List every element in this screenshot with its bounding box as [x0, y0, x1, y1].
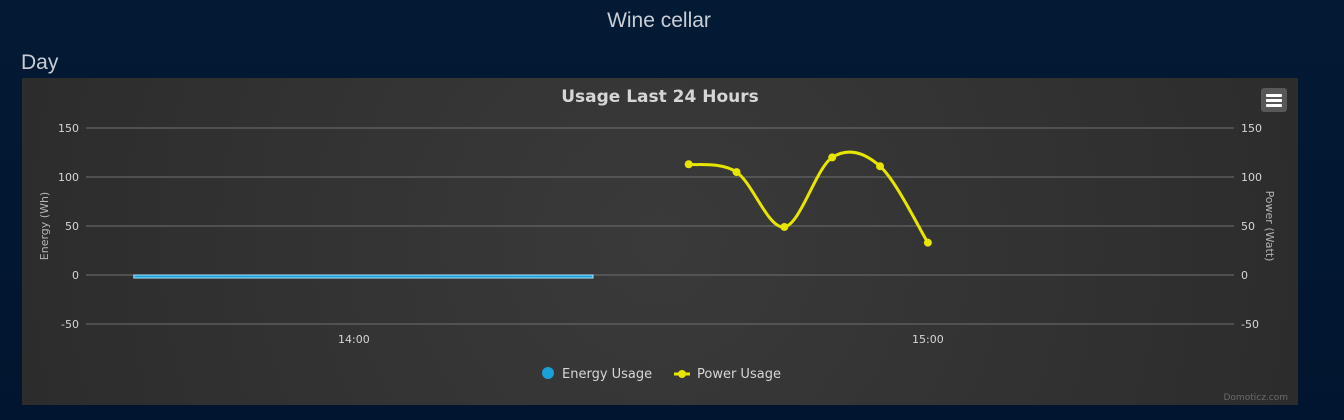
chart-menu-button[interactable] [1261, 88, 1287, 112]
chart-canvas: Usage Last 24 Hours 150 100 50 0 -50 150 100 50 0… [38, 87, 1289, 403]
y-left-tick-label: 100 [58, 171, 79, 184]
usage-chart: Usage Last 24 Hours 150 100 50 0 -50 150 100 50 0… [22, 78, 1298, 405]
power-usage-point [923, 238, 932, 247]
y-right-tick-label: 150 [1241, 122, 1262, 135]
y-right-tick-label: 100 [1241, 171, 1262, 184]
legend-power-marker [678, 370, 686, 378]
power-usage-line [688, 150, 930, 244]
section-label-day: Day [21, 51, 59, 74]
chart-credit: Domoticz.com [1224, 393, 1289, 403]
legend-power-label: Power Usage [697, 367, 781, 382]
y-left-tick-label: -50 [61, 318, 79, 331]
power-usage-point [780, 222, 789, 231]
legend-energy-label: Energy Usage [562, 367, 652, 382]
y-left-tick-label: 50 [65, 220, 79, 233]
y-right-tick-label: 0 [1241, 269, 1248, 282]
x-tick-label: 14:00 [338, 333, 370, 346]
page-title: Wine cellar [607, 9, 711, 32]
y-left-tick-label: 150 [58, 122, 79, 135]
power-usage-point [732, 168, 741, 177]
y-left-axis-title: Energy (Wh) [38, 192, 51, 260]
y-right-tick-label: -50 [1241, 318, 1259, 331]
power-usage-point [876, 162, 885, 171]
x-tick-label: 15:00 [912, 333, 944, 346]
chart-title: Usage Last 24 Hours [561, 87, 759, 107]
y-right-tick-label: 50 [1241, 220, 1255, 233]
energy-column [133, 274, 594, 279]
power-usage-point [684, 160, 693, 169]
y-right-axis-title: Power (Watt) [1263, 191, 1276, 262]
y-left-tick-label: 0 [72, 269, 79, 282]
legend-energy-marker [542, 367, 554, 379]
power-usage-point [828, 153, 837, 162]
